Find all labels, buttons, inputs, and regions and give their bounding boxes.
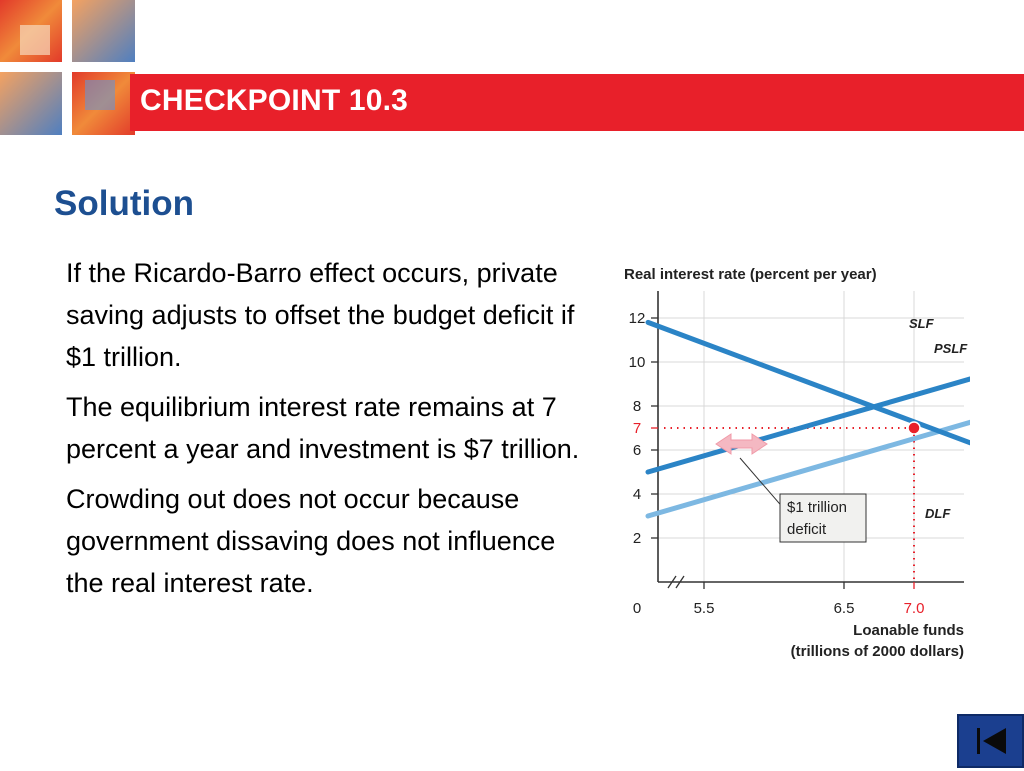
- paragraph-ricardo-barro: If the Ricardo-Barro effect occurs, priv…: [66, 258, 575, 372]
- equilibrium-point: [907, 421, 921, 435]
- skip-to-first-icon: [977, 728, 1006, 754]
- y-ticks: 2 4 6 8 10 12 7: [629, 310, 658, 547]
- annotation-pointer: [739, 457, 786, 511]
- y-tick-label: 4: [633, 486, 641, 503]
- paragraph-equilibrium: The equilibrium interest rate remains at…: [66, 392, 580, 464]
- shift-arrow-icon: [715, 433, 768, 455]
- x-axis-label-line1: Loanable funds: [853, 622, 964, 639]
- header-band: [130, 74, 1024, 131]
- y-tick-label: 8: [633, 398, 641, 415]
- solution-text: If the Ricardo-Barro effect occurs, priv…: [66, 252, 596, 612]
- nav-first-slide-button[interactable]: [957, 714, 1024, 768]
- loanable-funds-chart: Real interest rate (percent per year) 2 4…: [624, 266, 970, 660]
- solution-heading: Solution: [54, 184, 194, 223]
- y-tick-label: 10: [629, 354, 646, 371]
- origin-label: 0: [633, 600, 641, 617]
- y-highlight-label: 7: [633, 420, 641, 437]
- dlf-label: DLF: [925, 506, 951, 521]
- x-tick-label: 5.5: [694, 600, 715, 617]
- y-tick-label: 12: [629, 310, 646, 327]
- annotation-line-2: deficit: [787, 521, 827, 538]
- slf-label: SLF: [909, 316, 935, 331]
- dlf-line: [645, 319, 970, 446]
- annotation-line-1: $1 trillion: [787, 499, 847, 516]
- x-tick-label: 6.5: [834, 600, 855, 617]
- axis-break-icon: [667, 575, 685, 589]
- pslf-line: [645, 419, 970, 519]
- x-ticks: 5.56.57.07.58.5: [694, 582, 925, 617]
- page-title: CHECKPOINT 10.3: [140, 84, 409, 117]
- checkpoint-logo: [0, 0, 135, 135]
- y-tick-label: 6: [633, 442, 641, 459]
- paragraph-crowding-out: Crowding out does not occur because gove…: [66, 484, 556, 598]
- x-highlight-label: 7.0: [904, 600, 925, 617]
- chart-title: Real interest rate (percent per year): [624, 266, 877, 283]
- annotation-box: [779, 493, 867, 543]
- pslf-label: PSLF: [934, 341, 968, 356]
- x-axis-label-line2: (trillions of 2000 dollars): [791, 643, 964, 660]
- y-tick-label: 2: [633, 530, 641, 547]
